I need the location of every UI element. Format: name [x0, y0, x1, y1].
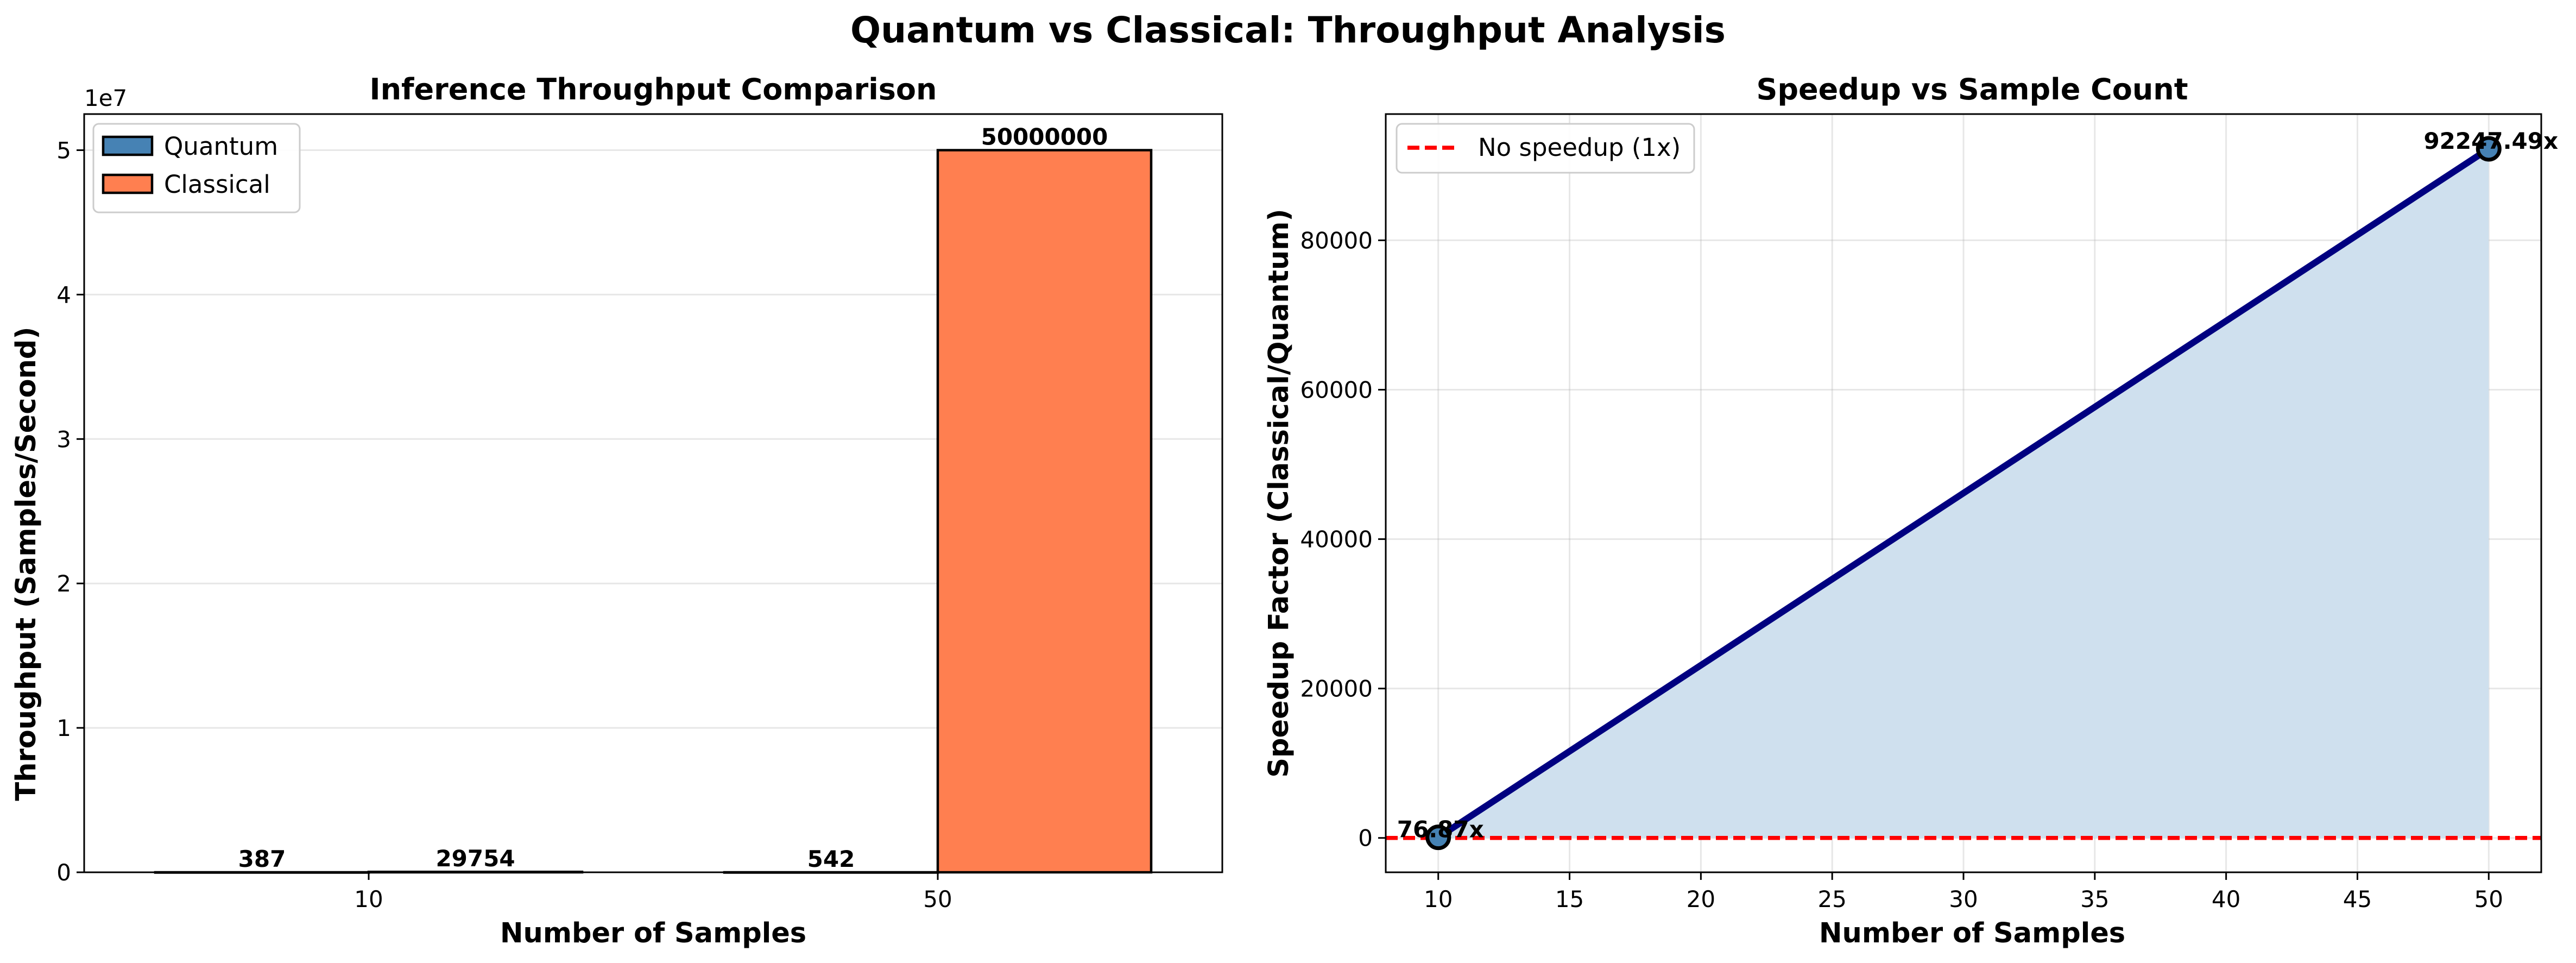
speedup-point-label: 76.87x — [1397, 816, 1484, 843]
right-y-tick-label: 60000 — [1300, 377, 1373, 404]
legend-quantum-swatch — [102, 135, 154, 156]
left-axes-frame — [83, 113, 1223, 873]
right-y-tick-label: 40000 — [1300, 526, 1373, 553]
left-y-offset-label: 1e7 — [84, 85, 127, 111]
right-plot-area: 76.87x 92247.49x — [1386, 128, 2558, 851]
right-x-tick-label: 45 — [2343, 886, 2372, 912]
right-legend[interactable]: No speedup (1x) — [1396, 123, 1695, 174]
left-legend[interactable]: Quantum Classical — [92, 123, 301, 213]
legend-quantum-label: Quantum — [164, 132, 278, 161]
left-y-tick-label: 4 — [56, 281, 71, 308]
left-y-tick-label: 2 — [56, 570, 71, 597]
left-y-axis-label: Throughput (Samples/Second) — [10, 326, 42, 801]
left-y-tick-label: 1 — [56, 715, 71, 741]
right-y-ticks: 0 20000 40000 60000 80000 — [1300, 227, 1386, 852]
right-x-tick-label: 20 — [1687, 886, 1715, 912]
bar-value-label: 50000000 — [981, 123, 1108, 150]
right-x-tick-label: 15 — [1555, 886, 1584, 912]
figure-title: Quantum vs Classical: Throughput Analysi… — [850, 9, 1726, 51]
left-y-tick-label: 5 — [56, 137, 71, 163]
right-x-tick-label: 40 — [2212, 886, 2240, 912]
bar-value-label: 29754 — [435, 845, 515, 872]
bar-value-label: 542 — [807, 846, 855, 872]
left-x-axis-label: Number of Samples — [500, 917, 806, 949]
left-x-tick-label: 50 — [923, 886, 952, 912]
left-y-ticks: 0 1 2 3 4 5 — [56, 137, 84, 886]
bar-classical-50 — [936, 149, 1153, 874]
right-chart-title: Speedup vs Sample Count — [1756, 72, 2188, 106]
left-bar-labels: 387 29754 542 50000000 — [238, 123, 1108, 872]
speedup-line — [1436, 146, 2491, 840]
legend-classical-label: Classical — [164, 170, 270, 199]
right-x-tick-label: 25 — [1817, 886, 1846, 912]
bar-value-label: 387 — [238, 846, 286, 872]
speedup-point-50 — [2476, 136, 2502, 162]
legend-reference-label: No speedup (1x) — [1478, 133, 1681, 162]
right-legend-frame — [1396, 123, 1695, 174]
speedup-point-label: 92247.49x — [2423, 128, 2558, 154]
left-y-tick-label: 0 — [56, 859, 71, 886]
right-x-ticks: 10 15 20 25 30 35 40 45 50 — [1424, 872, 2503, 912]
right-y-tick-label: 80000 — [1300, 227, 1373, 254]
left-chart-title: Inference Throughput Comparison — [370, 72, 937, 106]
speedup-point-10 — [1425, 824, 1451, 851]
right-x-tick-label: 50 — [2474, 886, 2503, 912]
right-y-tick-label: 20000 — [1300, 676, 1373, 702]
right-x-tick-label: 10 — [1424, 886, 1453, 912]
left-y-tick-label: 3 — [56, 426, 71, 452]
left-x-tick-label: 10 — [354, 886, 383, 912]
right-x-tick-label: 35 — [2080, 886, 2109, 912]
right-x-axis-label: Number of Samples — [1819, 917, 2125, 949]
throughput-bar-chart: Inference Throughput Comparison 1e7 Numb… — [10, 72, 1223, 949]
right-y-axis-label: Speedup Factor (Classical/Quantum) — [1263, 209, 1295, 777]
right-x-tick-label: 30 — [1949, 886, 1978, 912]
left-x-ticks: 10 50 — [354, 872, 952, 912]
right-y-tick-label: 0 — [1358, 825, 1373, 852]
legend-classical-swatch — [102, 173, 154, 194]
speedup-line-chart: Speedup vs Sample Count Number of Sample… — [1263, 72, 2558, 949]
